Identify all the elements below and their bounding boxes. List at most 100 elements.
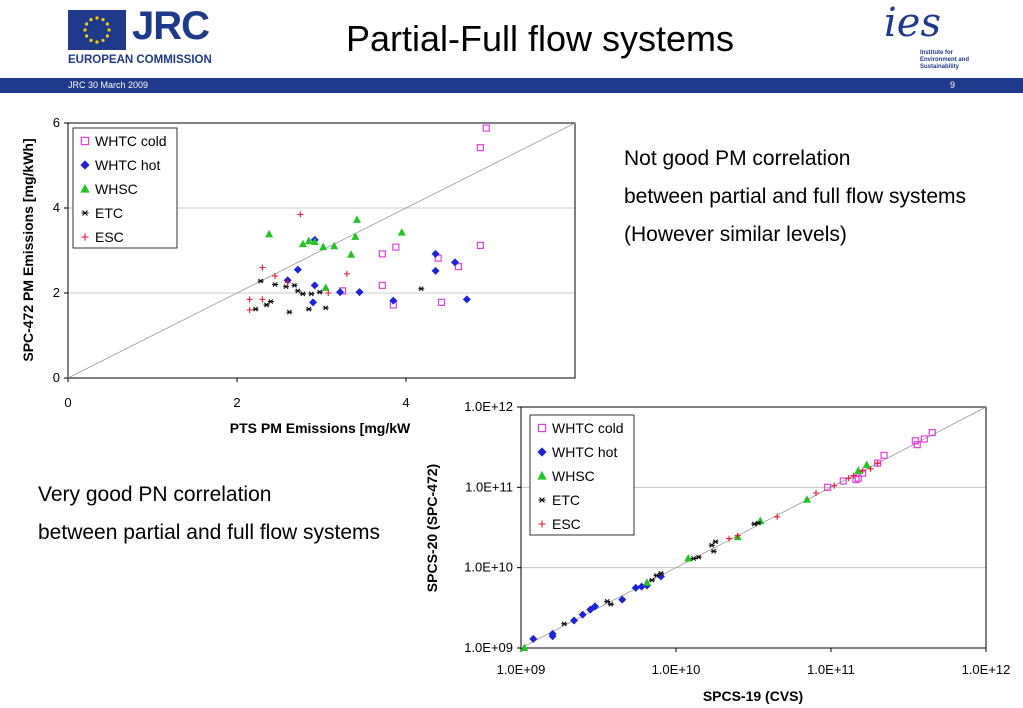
slide-date: JRC 30 March 2009: [68, 80, 149, 90]
data-point: [831, 482, 838, 489]
data-point: [351, 232, 360, 240]
data-point: [862, 460, 871, 468]
x-tick-label: 4: [402, 395, 409, 410]
legend-entry: ETC: [95, 205, 123, 221]
pm-note: Not good PM correlation between partial …: [624, 140, 966, 254]
data-point: [252, 306, 259, 312]
data-point: [911, 437, 919, 445]
data-point: [874, 460, 881, 467]
y-tick-label: 0: [53, 370, 60, 385]
data-point: [294, 288, 301, 294]
data-point: [548, 632, 557, 641]
plot-frame: [67, 122, 576, 379]
data-point: [310, 281, 319, 290]
data-point: [321, 283, 330, 291]
data-point: [299, 291, 306, 297]
data-point: [850, 472, 857, 479]
y-tick-label: 1.0E+10: [464, 560, 513, 575]
data-point: [476, 241, 484, 249]
data-point: [590, 602, 599, 611]
data-point: [343, 270, 350, 277]
ies-logo-text: ies: [884, 0, 941, 46]
data-point: [257, 278, 264, 284]
data-point: [482, 124, 490, 132]
x-axis-label: SPCS-19 (CVS): [703, 688, 803, 704]
data-point: [451, 258, 460, 267]
data-point: [712, 539, 719, 545]
pm-note-line: Not good PM correlation: [624, 147, 851, 170]
pm-note-line: between partial and full flow systems: [624, 185, 966, 208]
data-point: [520, 643, 529, 651]
data-point: [397, 228, 406, 236]
data-point: [309, 298, 318, 307]
data-point: [578, 610, 587, 619]
data-point: [431, 266, 440, 275]
data-point: [259, 264, 266, 271]
data-point: [272, 282, 279, 287]
data-point: [330, 241, 339, 250]
y-tick-label: 6: [53, 115, 60, 130]
reference-line: [520, 406, 987, 649]
x-tick-label: 1.0E+10: [652, 662, 701, 677]
data-point: [246, 296, 253, 303]
data-point: [389, 296, 398, 305]
data-point: [537, 470, 547, 480]
data-point: [297, 211, 304, 218]
x-tick-label: 0: [64, 395, 71, 410]
legend-entry: WHTC hot: [95, 157, 160, 173]
data-point: [378, 250, 386, 258]
y-tick-label: 1.0E+09: [464, 640, 513, 655]
data-point: [81, 233, 89, 241]
pn-note-line: between partial and full flow systems: [38, 521, 380, 544]
data-point: [684, 554, 693, 562]
jrc-logo: JRC EUROPEAN COMMISSION: [68, 4, 212, 70]
data-point: [462, 295, 471, 304]
data-point: [854, 466, 863, 474]
data-point: [537, 423, 547, 433]
chart-background: [415, 398, 1023, 708]
data-point: [263, 302, 270, 308]
jrc-logo-text: JRC: [132, 4, 210, 48]
data-point: [310, 237, 319, 245]
y-tick-label: 2: [53, 285, 60, 300]
data-point: [355, 288, 364, 297]
page-title: Partial-Full flow systems: [345, 18, 735, 59]
legend-entry: WHTC cold: [552, 420, 624, 436]
x-axis-label: PTS PM Emissions [mg/kW: [230, 420, 411, 436]
y-axis-label: SPCS-20 (SPC-472): [424, 464, 440, 592]
legend-box: [72, 127, 178, 249]
data-point: [710, 548, 717, 554]
legend-entry: WHTC hot: [552, 444, 617, 460]
data-point: [852, 475, 860, 484]
data-point: [476, 144, 484, 152]
x-tick-label: 2: [233, 395, 240, 410]
eu-flag-icon: [68, 10, 126, 50]
x-tick-label: 1.0E+09: [497, 662, 546, 677]
data-point: [272, 273, 279, 279]
data-point: [854, 474, 862, 482]
legend-entry: ESC: [95, 229, 124, 245]
data-point: [880, 451, 888, 459]
data-point: [267, 299, 274, 304]
data-point: [928, 429, 936, 437]
data-point: [437, 298, 446, 306]
data-point: [867, 465, 874, 472]
pn-note-line: Very good PN correlation: [38, 483, 272, 506]
data-point: [293, 265, 302, 274]
data-point: [774, 513, 781, 520]
ies-logo-subtitle: Institute for Environment and Sustainabi…: [920, 50, 970, 70]
data-point: [920, 435, 928, 443]
data-point: [291, 282, 298, 288]
data-point: [538, 520, 546, 528]
data-point: [812, 490, 819, 497]
data-point: [734, 532, 741, 539]
data-point: [537, 447, 547, 457]
pm-note-line: (However similar levels): [624, 223, 847, 246]
data-point: [80, 136, 90, 146]
data-point: [561, 621, 568, 627]
data-point: [570, 616, 579, 625]
data-point: [845, 475, 852, 482]
data-point: [392, 243, 400, 251]
data-point: [286, 309, 293, 315]
